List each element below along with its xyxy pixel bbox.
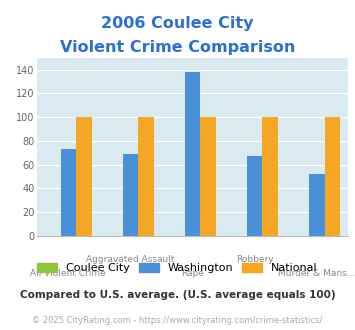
- Bar: [76, 117, 92, 236]
- Text: © 2025 CityRating.com - https://www.cityrating.com/crime-statistics/: © 2025 CityRating.com - https://www.city…: [32, 315, 323, 325]
- Bar: [309, 174, 324, 236]
- Bar: [247, 156, 262, 236]
- Text: All Violent Crime: All Violent Crime: [31, 269, 106, 278]
- Bar: [262, 117, 278, 236]
- Bar: [61, 149, 76, 236]
- Bar: [185, 72, 200, 236]
- Legend: Coulee City, Washington, National: Coulee City, Washington, National: [37, 263, 318, 273]
- Text: Compared to U.S. average. (U.S. average equals 100): Compared to U.S. average. (U.S. average …: [20, 290, 335, 300]
- Text: 2006 Coulee City: 2006 Coulee City: [101, 16, 254, 31]
- Text: Violent Crime Comparison: Violent Crime Comparison: [60, 40, 295, 55]
- Text: Robbery: Robbery: [236, 255, 273, 264]
- Bar: [123, 154, 138, 236]
- Bar: [324, 117, 340, 236]
- Bar: [138, 117, 154, 236]
- Text: Aggravated Assault: Aggravated Assault: [86, 255, 175, 264]
- Bar: [200, 117, 216, 236]
- Text: Murder & Mans...: Murder & Mans...: [278, 269, 355, 278]
- Text: Rape: Rape: [181, 269, 204, 278]
